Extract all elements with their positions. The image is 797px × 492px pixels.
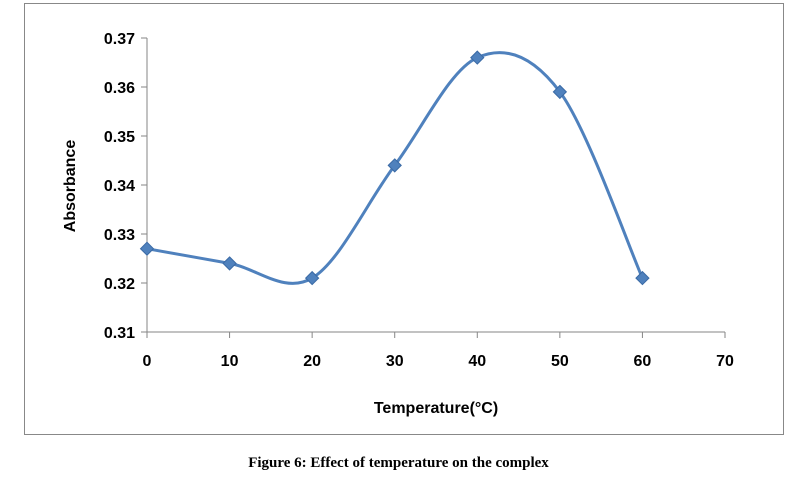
data-point-marker <box>635 270 650 286</box>
data-point-marker <box>470 50 485 65</box>
data-point-marker <box>552 84 568 100</box>
data-point-marker <box>304 270 320 286</box>
data-point-marker <box>222 256 237 271</box>
x-tick-label: 40 <box>468 353 486 370</box>
chart-frame <box>24 3 784 435</box>
x-tick-label: 60 <box>634 353 652 370</box>
y-tick-label: 0.31 <box>104 325 135 342</box>
figure-caption: Figure 6: Effect of temperature on the c… <box>248 455 549 471</box>
y-tick-label: 0.37 <box>104 31 135 48</box>
x-tick-label: 10 <box>221 353 239 370</box>
x-tick-label: 30 <box>386 353 404 370</box>
data-point-marker <box>139 241 155 256</box>
x-tick-label: 50 <box>551 353 569 370</box>
y-tick-label: 0.36 <box>104 80 135 97</box>
y-axis-title: Absorbance <box>62 140 79 233</box>
y-tick-label: 0.34 <box>104 178 135 195</box>
x-axis-title: Temperature(°C) <box>374 400 498 417</box>
y-tick-label: 0.32 <box>104 276 135 293</box>
x-tick-label: 20 <box>303 353 321 370</box>
data-point-marker <box>387 158 402 173</box>
x-tick-label: 70 <box>716 353 734 370</box>
y-tick-label: 0.33 <box>104 227 135 244</box>
x-tick-label: 0 <box>143 353 152 370</box>
y-tick-label: 0.35 <box>104 129 135 146</box>
